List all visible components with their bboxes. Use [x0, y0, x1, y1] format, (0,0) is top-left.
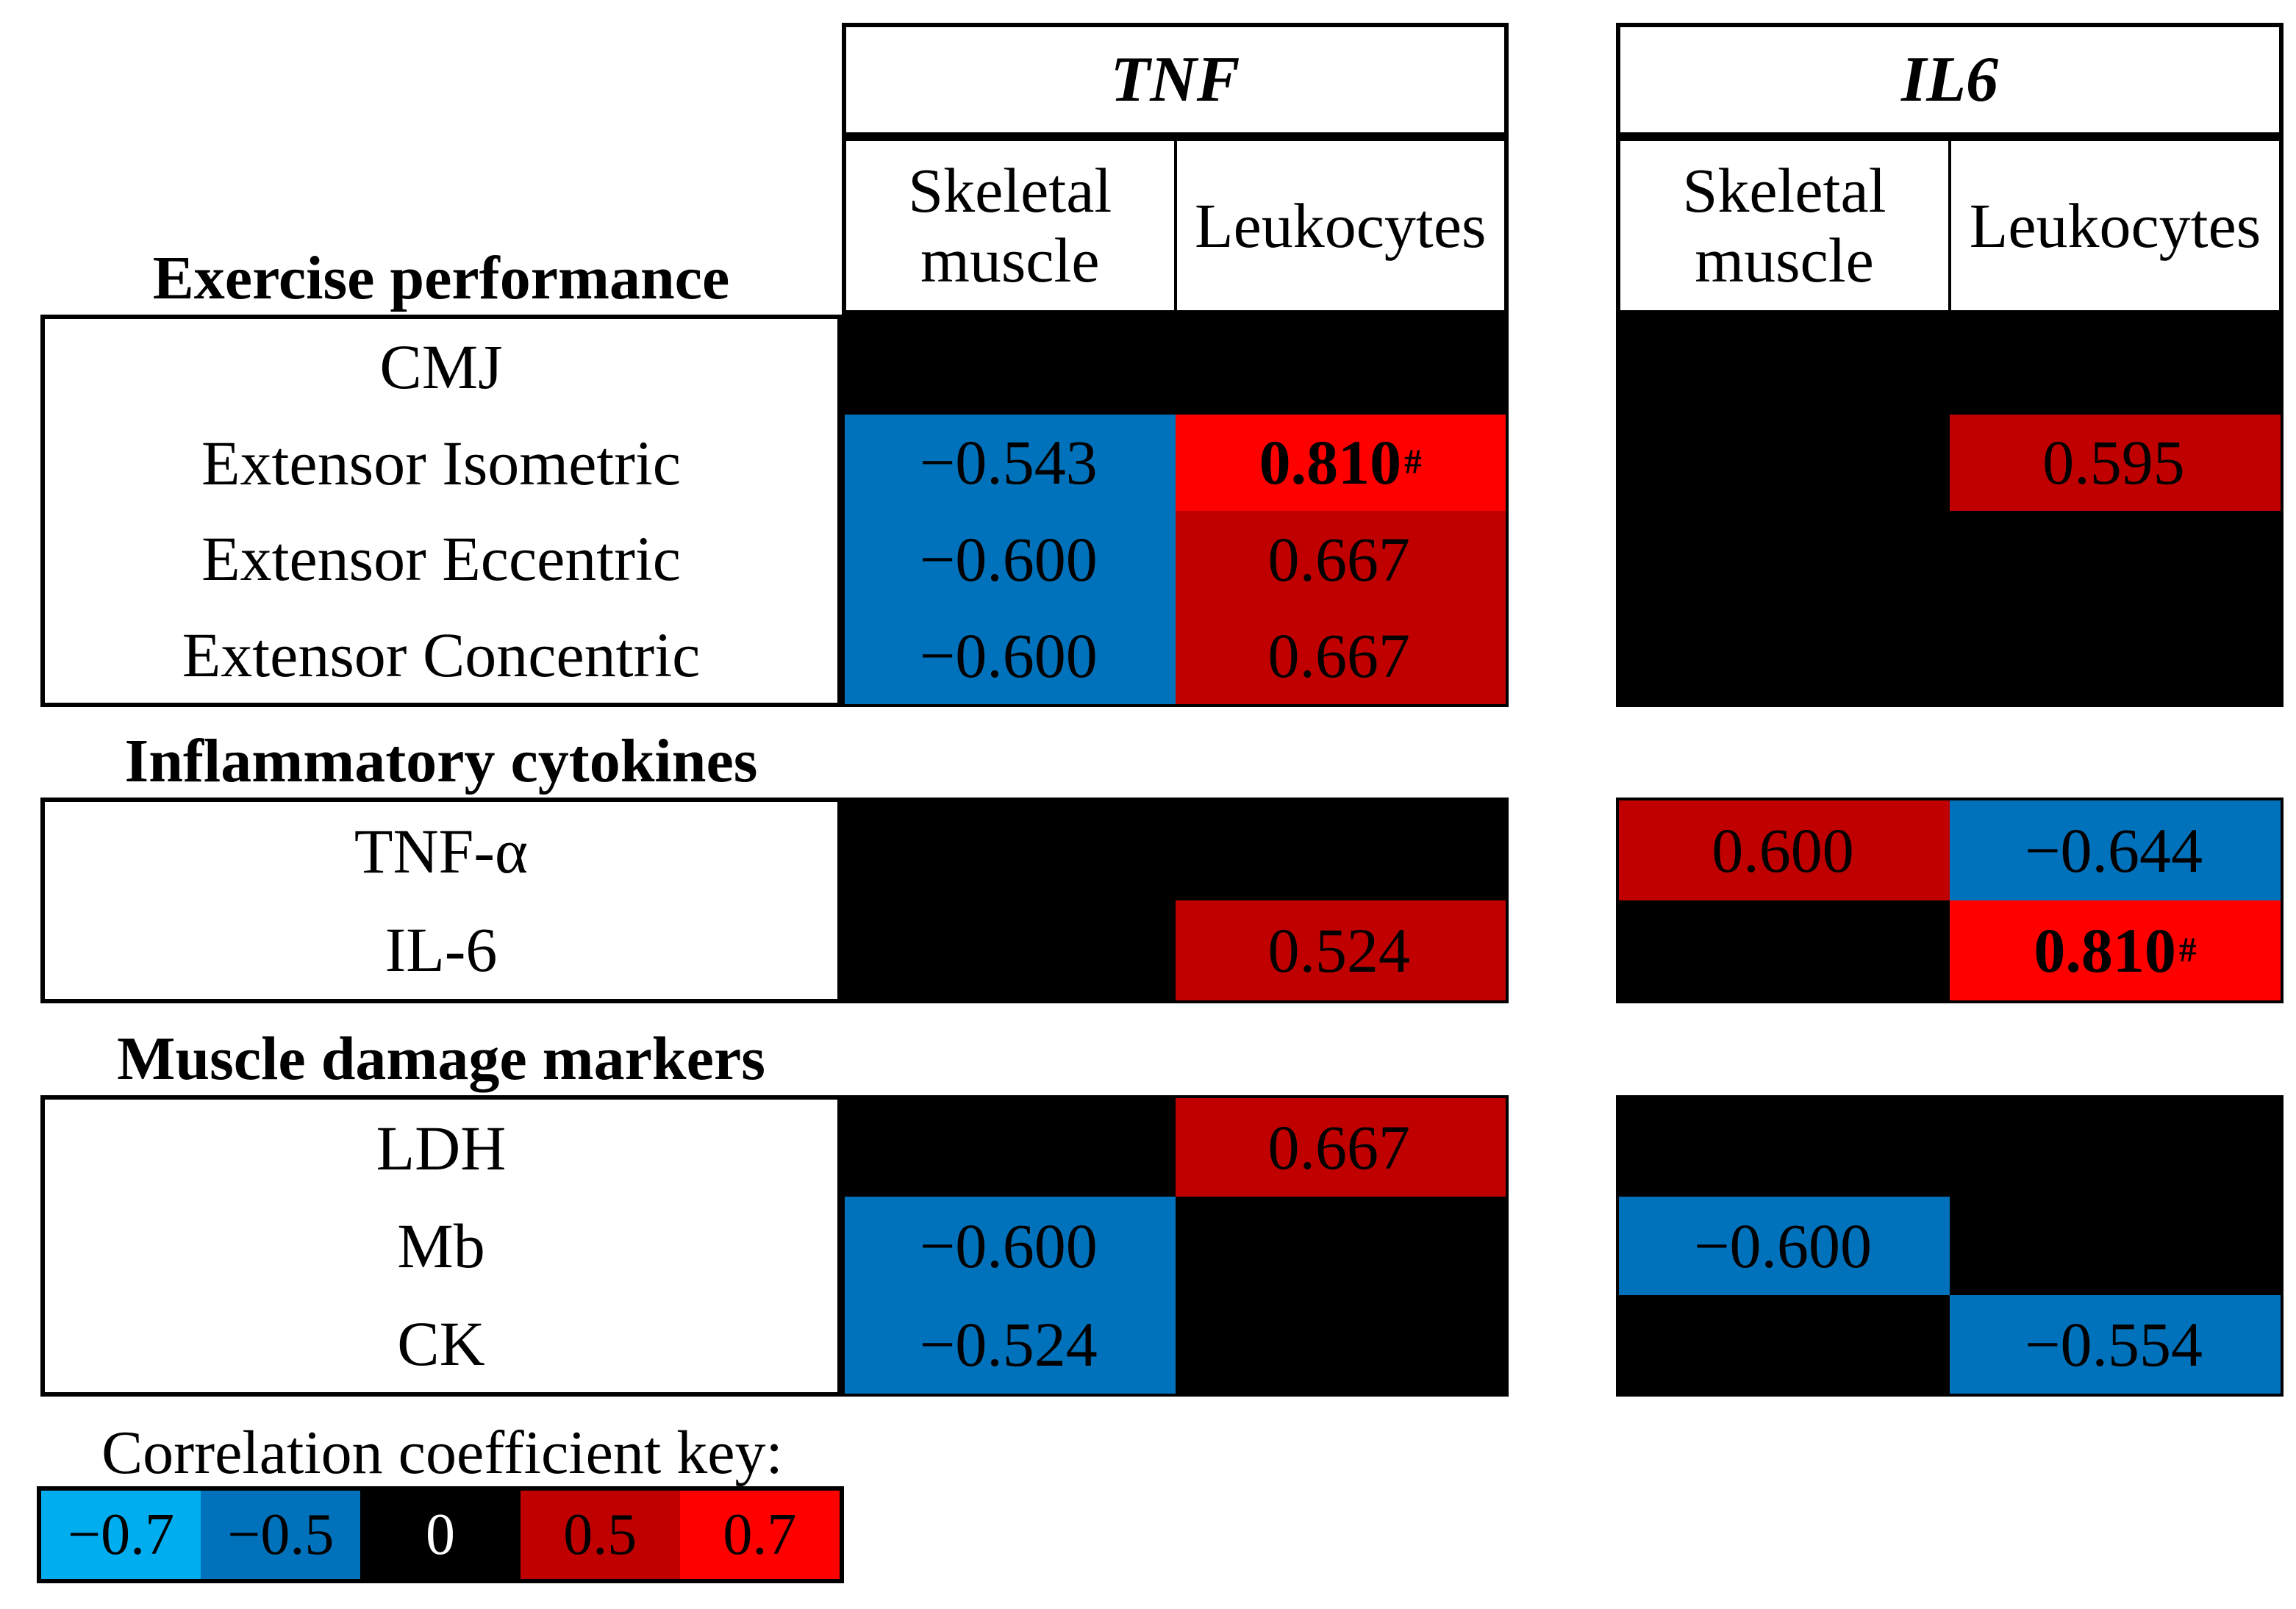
row-label-cmj: CMJ	[379, 332, 503, 403]
heatmap-grid-cytokines-il6: 0.600 −0.644 0.810 #	[1616, 798, 2284, 1003]
legend-swatch-pos05: 0.5	[520, 1491, 680, 1579]
tissue-header-skeletal-muscle: Skeletal muscle	[908, 155, 1112, 295]
corr-cell: 0.600	[1619, 800, 1950, 900]
corr-value: 0.810	[1259, 427, 1402, 498]
corr-value: −0.524	[919, 1309, 1098, 1380]
heatmap-grid-exercise-tnf: −0.543 0.810 # −0.600 0.667 −0.600 0.667	[842, 315, 1509, 707]
row-label-extensor-concentric: Extensor Concentric	[182, 619, 701, 690]
corr-value: −0.554	[2024, 1309, 2203, 1380]
corr-value: −0.644	[2024, 815, 2203, 886]
correlation-color-key: −0.7 −0.5 0 0.5 0.7	[37, 1486, 844, 1583]
heatmap-grid-exercise-il6: 0.595	[1616, 315, 2284, 707]
section-title-exercise-performance: Exercise performance	[152, 243, 730, 312]
corr-cell: −0.644	[1950, 800, 2281, 900]
corr-cell	[1950, 318, 2281, 415]
legend-title: Correlation coefficient key:	[101, 1418, 783, 1487]
tissue-header-row-il6: Skeletal muscle Leukocytes	[1616, 137, 2284, 315]
row-label-il-6: IL-6	[385, 914, 498, 985]
gene-header-il6: IL6	[1616, 23, 2284, 137]
corr-cell	[1950, 511, 2281, 608]
corr-value: −0.600	[919, 523, 1098, 595]
corr-cell: −0.543	[845, 414, 1176, 511]
corr-cell	[1175, 800, 1506, 900]
row-label-box-cytokines: TNF-α IL-6	[40, 798, 842, 1003]
corr-cell	[845, 318, 1176, 415]
row-label-extensor-isometric: Extensor Isometric	[201, 427, 681, 498]
corr-cell: −0.600	[845, 1197, 1176, 1295]
corr-cell: −0.600	[845, 607, 1176, 704]
corr-cell: 0.667	[1175, 607, 1506, 704]
corr-cell	[845, 800, 1176, 900]
heatmap-grid-muscle-tnf: 0.667 −0.600 −0.524	[842, 1095, 1509, 1397]
legend-value: −0.7	[68, 1502, 175, 1567]
corr-cell	[1619, 607, 1950, 704]
row-label-tnf-alpha: TNF-α	[354, 816, 529, 886]
corr-value: 0.595	[2042, 427, 2185, 498]
corr-cell	[1950, 1197, 2281, 1295]
corr-cell	[1619, 511, 1950, 608]
corr-cell: 0.667	[1175, 1098, 1506, 1197]
legend-value: 0.5	[563, 1502, 637, 1567]
corr-cell	[1175, 318, 1506, 415]
section-title-inflammatory-cytokines: Inflammatory cytokines	[124, 726, 758, 795]
legend-swatch-neg07: −0.7	[41, 1491, 201, 1579]
heatmap-grid-muscle-il6: −0.600 −0.554	[1616, 1095, 2284, 1397]
corr-cell: 0.524	[1175, 900, 1506, 1000]
corr-cell	[1175, 1295, 1506, 1394]
corr-value: −0.600	[919, 1211, 1098, 1281]
row-label-ck: CK	[397, 1308, 485, 1379]
corr-cell	[1619, 1098, 1950, 1197]
legend-swatch-zero: 0	[360, 1491, 520, 1579]
corr-value: 0.667	[1267, 523, 1411, 595]
row-label-box-muscle-damage: LDH Mb CK	[40, 1095, 842, 1397]
corr-value: 0.600	[1712, 815, 1854, 886]
gene-header-il6-label: IL6	[1901, 44, 1998, 115]
heatmap-grid-cytokines-tnf: 0.524	[842, 798, 1509, 1003]
legend-swatch-neg05: −0.5	[201, 1491, 361, 1579]
corr-cell	[1950, 607, 2281, 704]
legend-value: −0.5	[227, 1502, 335, 1567]
legend-value: 0.7	[723, 1502, 797, 1567]
corr-cell	[845, 1098, 1176, 1197]
corr-value: 0.810	[2034, 915, 2176, 986]
tissue-header-leukocytes: Leukocytes	[1948, 141, 2279, 310]
corr-value: −0.600	[1693, 1211, 1872, 1281]
corr-cell	[1619, 1295, 1950, 1394]
corr-value: −0.543	[919, 427, 1098, 498]
corr-cell	[1950, 1098, 2281, 1197]
corr-cell: 0.810 #	[1950, 900, 2281, 1000]
corr-value: −0.600	[919, 620, 1098, 692]
tissue-header-leukocytes: Leukocytes	[1173, 141, 1505, 310]
corr-value: 0.667	[1267, 1112, 1411, 1183]
tissue-header-row-tnf: Skeletal muscle Leukocytes	[842, 137, 1509, 315]
corr-cell	[1619, 900, 1950, 1000]
legend-value: 0	[426, 1502, 455, 1567]
corr-cell	[1619, 318, 1950, 415]
corr-cell	[845, 900, 1176, 1000]
corr-cell: 0.667	[1175, 511, 1506, 608]
corr-cell: −0.600	[1619, 1197, 1950, 1295]
gene-header-tnf: TNF	[842, 23, 1509, 137]
corr-cell: −0.600	[845, 511, 1176, 608]
row-label-box-exercise: CMJ Extensor Isometric Extensor Eccentri…	[40, 315, 842, 707]
corr-cell: 0.595	[1950, 414, 2281, 511]
corr-cell	[1619, 414, 1950, 511]
row-label-extensor-eccentric: Extensor Eccentric	[201, 523, 681, 595]
section-title-muscle-damage-markers: Muscle damage markers	[117, 1024, 765, 1093]
legend-swatch-pos07: 0.7	[679, 1491, 840, 1579]
gene-header-tnf-label: TNF	[1110, 44, 1240, 115]
row-label-ldh: LDH	[376, 1113, 507, 1184]
corr-value: 0.667	[1267, 620, 1411, 692]
corr-value: 0.524	[1267, 915, 1411, 986]
corr-cell: −0.524	[845, 1295, 1176, 1394]
corr-cell	[1175, 1197, 1506, 1295]
corr-cell: 0.810 #	[1175, 414, 1506, 511]
tissue-header-skeletal-muscle: Skeletal muscle	[1682, 155, 1886, 295]
row-label-mb: Mb	[397, 1211, 485, 1281]
corr-cell: −0.554	[1950, 1295, 2281, 1394]
